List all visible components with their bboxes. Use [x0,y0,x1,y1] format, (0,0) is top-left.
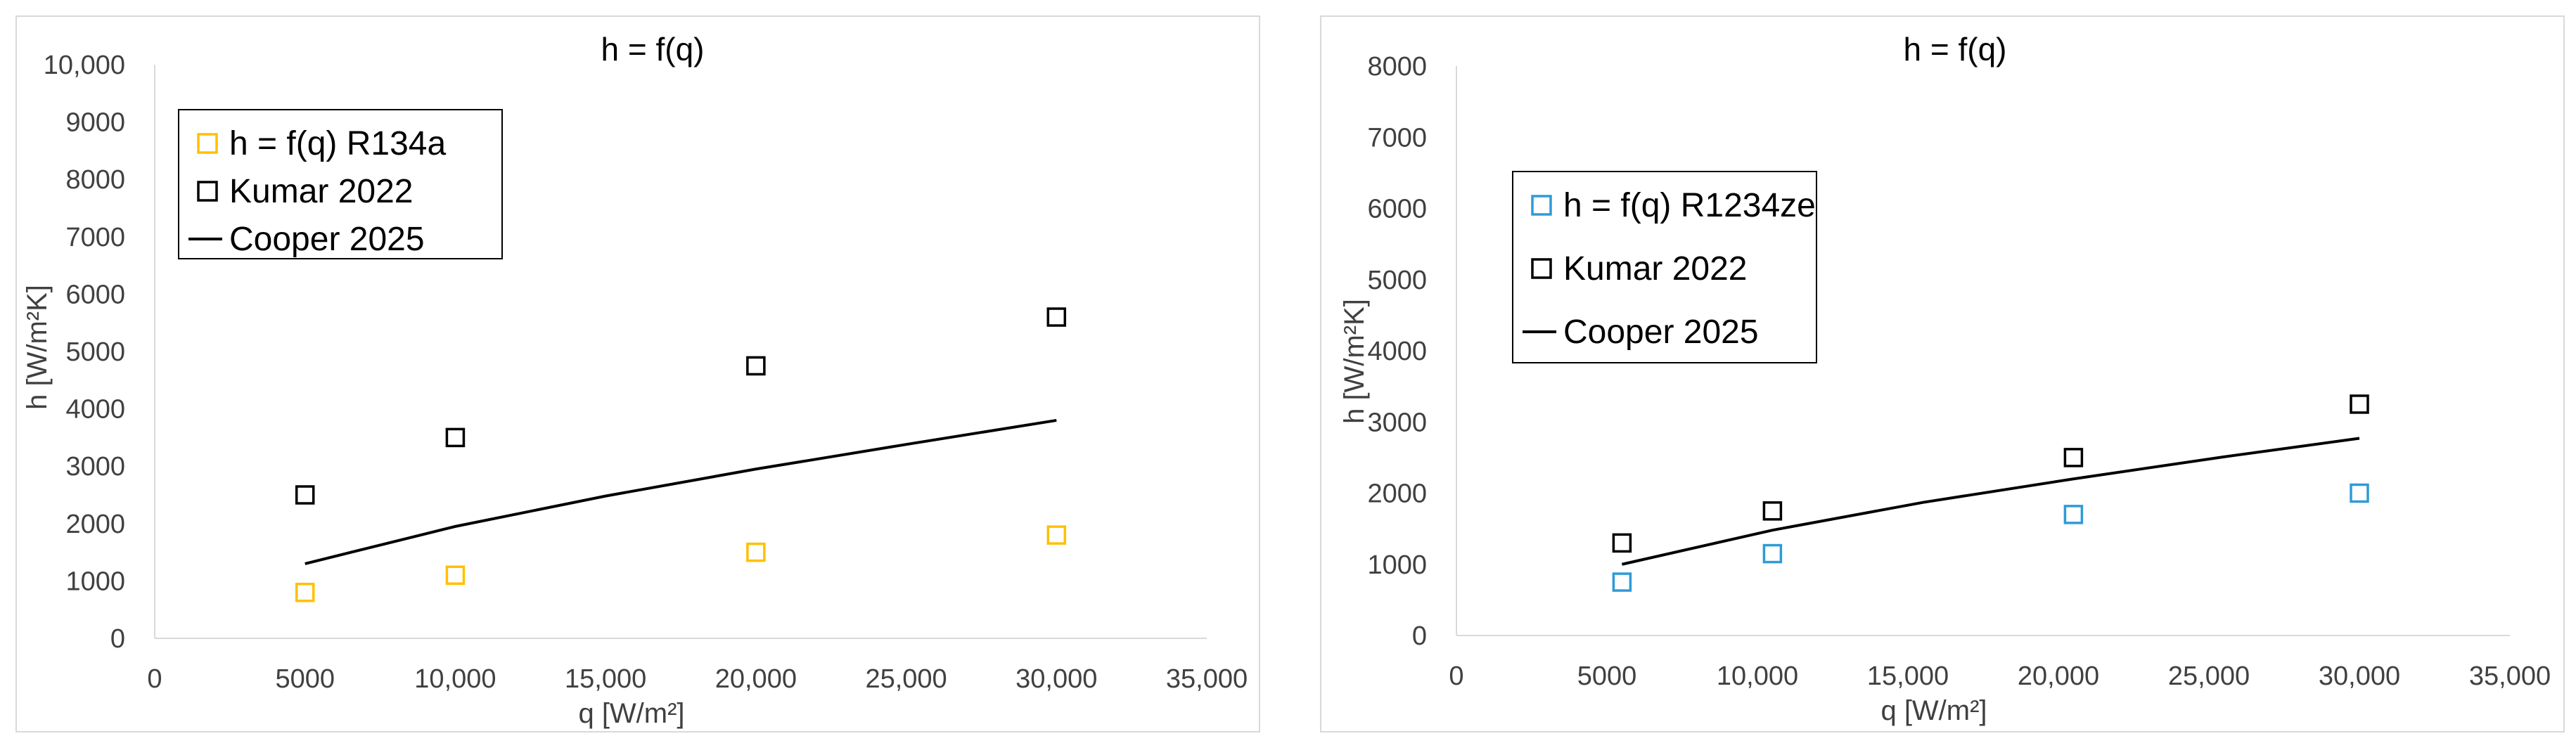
y-tick-label: 8000 [1367,52,1427,82]
x-axis-title: q [W/m²] [578,698,684,729]
x-tick-label: 25,000 [2168,662,2250,691]
x-tick-label: 30,000 [1015,664,1097,694]
data-point-marker [2350,483,2369,503]
chart-svg: h = f(q) 0 1000 2000 3000 4000 5000 6000 7000 800… [1339,31,2551,726]
data-point-marker [295,485,315,505]
y-tick-label: 0 [1412,621,1427,651]
legend-label: h = f(q) R134a [229,125,446,162]
x-tick-label: 5000 [275,664,335,694]
x-tick-label: 20,000 [715,664,797,694]
legend-square-icon [1531,195,1552,216]
y-tick-label: 2000 [1367,479,1427,509]
y-tick-label: 0 [110,624,125,654]
legend-box [178,109,503,259]
x-tick-label: 15,000 [1867,662,1949,691]
x-axis-title: q [W/m²] [1880,695,1987,726]
chart-title: h = f(q) [1903,31,2006,67]
x-tick-label: 35,000 [1166,664,1248,694]
y-tick-label: 4000 [1367,337,1427,366]
x-tick-label: 0 [1449,662,1463,691]
data-point-marker [1762,543,1783,564]
legend-square-icon [197,133,218,154]
legend-label: Cooper 2025 [229,221,425,258]
y-tick-label: 3000 [1367,408,1427,437]
y-tick-label: 1000 [65,567,125,596]
series-line-cooper-2025 [1621,437,2360,566]
data-point-marker [1612,533,1632,553]
y-tick-label: 3000 [65,452,125,482]
data-point-marker [1046,525,1067,545]
data-point-marker [1046,307,1067,327]
data-point-marker [445,427,466,448]
x-tick-label: 35,000 [2469,662,2551,691]
x-tick-label: 25,000 [865,664,947,694]
data-point-marker [746,356,766,376]
y-tick-label: 6000 [1367,195,1427,224]
x-tick-label: 5000 [1577,662,1637,691]
data-point-marker [1762,501,1783,521]
y-tick-label: 10,000 [44,51,125,80]
legend-box [1512,171,1817,363]
y-tick-label: 9000 [65,108,125,138]
x-tick-label: 30,000 [2319,662,2400,691]
legend-square-icon [1531,258,1552,279]
legend-label: Kumar 2022 [229,173,414,210]
y-axis-title: h [W/m²K] [1339,299,1370,424]
x-tick-label: 10,000 [414,664,496,694]
legend-label: h = f(q) R1234ze [1563,187,1816,224]
data-point-marker [1612,572,1632,592]
y-tick-label: 7000 [65,223,125,252]
chart-title: h = f(q) [601,31,704,67]
legend-label: Cooper 2025 [1563,314,1759,351]
y-tick-label: 1000 [1367,550,1427,580]
y-tick-label: 6000 [65,280,125,309]
x-tick-label: 20,000 [2018,662,2099,691]
data-point-marker [2063,505,2084,524]
y-tick-label: 7000 [1367,123,1427,153]
series-line-cooper-2025 [305,418,1057,565]
x-tick-label: 10,000 [1717,662,1798,691]
data-point-marker [2063,448,2084,467]
y-tick-label: 5000 [1367,266,1427,295]
chart-right: h = f(q) 0 1000 2000 3000 4000 5000 6000 7000 800… [1320,15,2565,733]
data-point-marker [746,542,766,562]
data-point-marker [2350,394,2369,414]
y-tick-label: 5000 [65,337,125,367]
y-axis-title: h [W/m²K] [22,285,53,410]
y-tick-label: 2000 [65,510,125,539]
data-point-marker [295,582,315,602]
x-tick-label: 0 [147,664,162,694]
chart-svg: h = f(q) 0 1000 2000 3000 4000 5000 6000 7000 800… [22,31,1248,729]
x-tick-label: 15,000 [565,664,646,694]
data-point-marker [445,565,466,585]
legend-label: Kumar 2022 [1563,250,1748,288]
y-tick-label: 4000 [65,395,125,425]
legend-square-icon [197,181,218,202]
chart-left: h = f(q) 0 1000 2000 3000 4000 5000 6000 7000 800… [15,15,1260,733]
y-tick-label: 8000 [65,165,125,195]
